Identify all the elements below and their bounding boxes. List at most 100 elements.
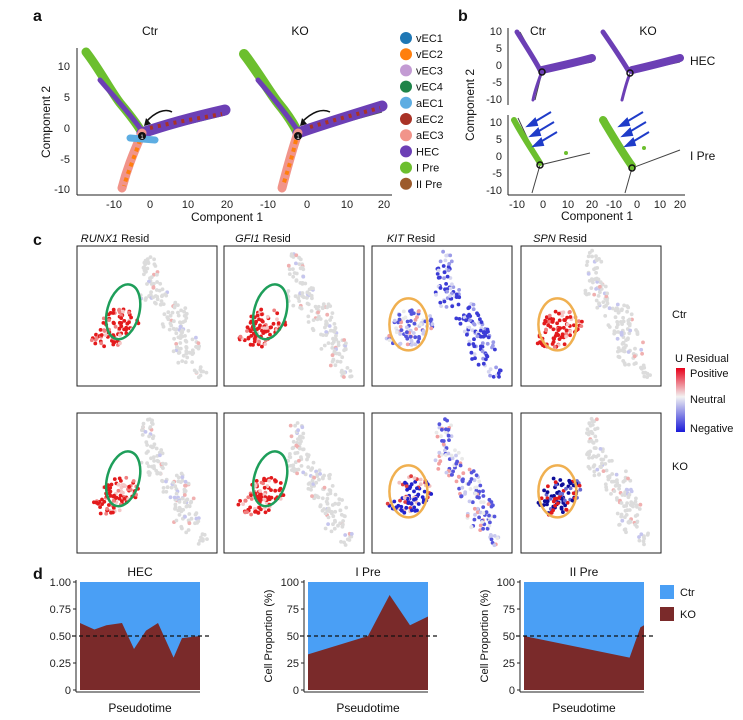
cell-dot xyxy=(489,537,494,542)
cell-dot xyxy=(109,482,114,487)
cell-dot xyxy=(177,500,182,504)
cell-dot xyxy=(624,530,628,535)
cell-dot xyxy=(109,510,113,515)
cell-dot xyxy=(330,484,335,488)
cell-dot xyxy=(413,480,418,484)
cell-dot xyxy=(318,472,322,476)
cell-dot xyxy=(168,495,173,500)
cell-dot xyxy=(249,497,254,501)
umap-frame xyxy=(223,412,365,554)
cell-dot xyxy=(552,494,556,498)
cell-dot xyxy=(295,450,300,455)
cell-dot xyxy=(300,425,305,430)
panel-c-umap-grid xyxy=(76,245,662,554)
legend-label: Ctr xyxy=(680,587,695,599)
cell-dot xyxy=(166,310,171,315)
cell-dot xyxy=(616,330,621,334)
cell-dot xyxy=(467,339,472,344)
cell-dot xyxy=(161,486,166,490)
cell-dot xyxy=(433,458,438,463)
cell-dot xyxy=(470,357,474,361)
cell-dot xyxy=(184,351,189,356)
cell-dot xyxy=(94,500,99,505)
cell-dot xyxy=(286,263,291,268)
cell-dot xyxy=(173,505,178,510)
chart-title: HEC xyxy=(127,565,153,579)
panel-b-hec-ko xyxy=(600,29,684,102)
cell-dot xyxy=(336,340,341,345)
cell-dot xyxy=(598,290,602,295)
panel-a-xtick: 20 xyxy=(378,199,390,211)
cell-dot xyxy=(190,360,195,364)
cell-dot xyxy=(620,493,625,497)
cell-dot xyxy=(625,488,630,492)
legend-label: aEC1 xyxy=(416,98,444,110)
panel-b-hec-ctr xyxy=(514,29,596,102)
cell-dot xyxy=(478,523,483,528)
cell-dot xyxy=(154,446,159,451)
cell-dot xyxy=(486,369,491,374)
cell-dot xyxy=(299,306,304,311)
cell-dot xyxy=(256,510,260,515)
cell-dot xyxy=(164,489,169,494)
cell-dot xyxy=(171,326,176,331)
cell-dot xyxy=(544,327,548,332)
cell-dot xyxy=(324,333,329,337)
cell-dot xyxy=(176,351,181,355)
cell-dot xyxy=(415,486,419,491)
cell-dot xyxy=(603,284,608,289)
cell-dot xyxy=(408,334,413,339)
cell-dot xyxy=(249,512,254,517)
panel-b-ylabel: Component 2 xyxy=(463,69,477,141)
cell-dot xyxy=(196,346,201,351)
cell-dot xyxy=(335,359,340,364)
cell-dot xyxy=(549,510,554,515)
cell-dot xyxy=(331,336,335,341)
cell-dot xyxy=(624,504,629,508)
cell-dot xyxy=(600,461,604,466)
cell-dot xyxy=(183,319,188,323)
cell-dot xyxy=(102,328,106,332)
cell-dot xyxy=(182,493,187,497)
legend-swatch xyxy=(400,113,412,125)
cell-dot xyxy=(333,501,338,506)
cell-dot xyxy=(310,466,315,471)
cell-dot xyxy=(633,346,637,351)
cell-dot xyxy=(405,336,410,341)
cell-dot xyxy=(604,294,609,299)
cell-dot xyxy=(337,501,341,506)
panel-c-row-ko: KO xyxy=(672,461,688,473)
cell-dot xyxy=(441,439,446,443)
cell-dot xyxy=(437,422,442,427)
umap-frame xyxy=(371,245,513,387)
cell-dot xyxy=(178,341,183,345)
cell-dot xyxy=(632,362,637,366)
cell-dot xyxy=(605,291,610,296)
cell-dot xyxy=(198,538,202,543)
cell-dot xyxy=(184,504,189,509)
cell-dot xyxy=(421,329,426,334)
cell-dot xyxy=(160,478,164,483)
cell-dot xyxy=(101,316,106,321)
legend-label: vEC4 xyxy=(416,82,443,94)
cell-dot xyxy=(557,337,562,341)
cell-dot xyxy=(306,465,311,469)
cell-dot xyxy=(472,478,477,483)
cell-dot xyxy=(616,349,620,354)
cell-dot xyxy=(129,315,134,320)
cell-dot xyxy=(589,438,594,443)
cell-dot xyxy=(124,475,129,480)
cell-dot xyxy=(326,492,330,497)
cell-dot xyxy=(627,322,632,326)
cell-dot xyxy=(434,293,438,297)
cell-dot xyxy=(557,318,562,323)
cell-dot xyxy=(487,513,491,518)
cell-dot xyxy=(165,485,170,490)
cell-dot xyxy=(633,514,638,518)
cell-dot xyxy=(183,360,188,365)
cell-dot xyxy=(253,483,258,488)
cell-dot xyxy=(114,495,119,500)
cell-dot xyxy=(158,453,162,458)
cell-dot xyxy=(129,488,133,492)
cell-dot xyxy=(406,501,411,505)
